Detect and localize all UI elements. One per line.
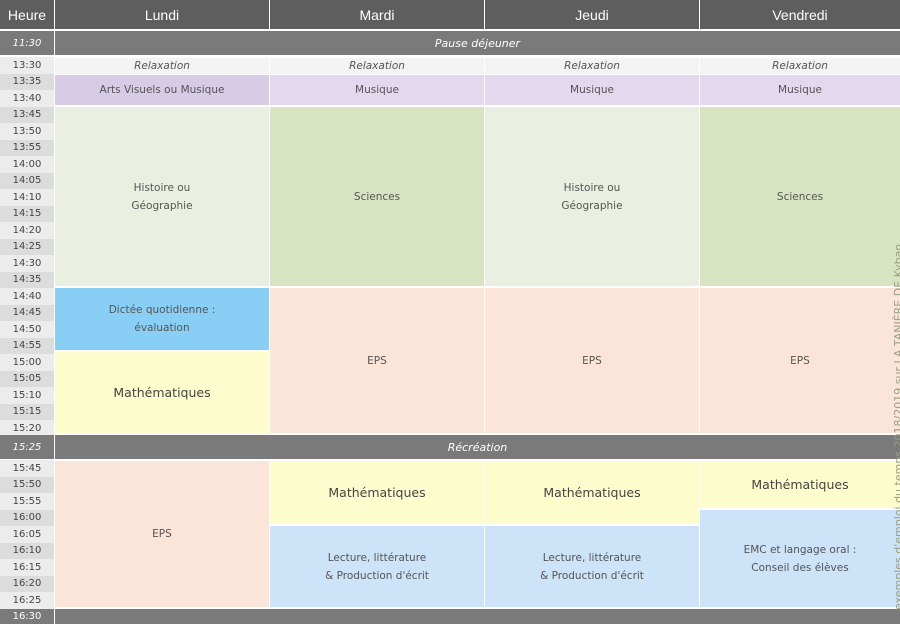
mardi-sciences: Sciences bbox=[270, 107, 484, 286]
time-slot: 15:50 bbox=[0, 476, 54, 493]
time-slot: 14:00 bbox=[0, 156, 54, 173]
time-slot: 15:10 bbox=[0, 387, 54, 404]
time-slot: 16:00 bbox=[0, 509, 54, 526]
time-slot: 14:50 bbox=[0, 321, 54, 338]
mardi-eps: EPS bbox=[270, 288, 484, 433]
header-jeudi: Jeudi bbox=[485, 0, 699, 29]
mardi-lecture: Lecture, littérature & Production d'écri… bbox=[270, 526, 484, 607]
lundi-eps: EPS bbox=[55, 461, 269, 607]
time-slot: 14:20 bbox=[0, 222, 54, 239]
watermark: exemples d'emploi du temps 2018/2019 sur… bbox=[892, 243, 900, 610]
time-slot: 16:25 bbox=[0, 592, 54, 609]
time-slot: 13:30 bbox=[0, 57, 54, 74]
vendredi-mathematiques: Mathématiques bbox=[700, 461, 900, 508]
time-slot: 14:10 bbox=[0, 189, 54, 206]
time-slot: 13:50 bbox=[0, 123, 54, 140]
time-end: 16:30 bbox=[0, 609, 54, 624]
time-slot: 14:15 bbox=[0, 205, 54, 222]
vendredi-sciences: Sciences bbox=[700, 107, 900, 286]
time-slot: 14:05 bbox=[0, 172, 54, 189]
time-slot: 14:35 bbox=[0, 271, 54, 288]
time-slot: 15:20 bbox=[0, 420, 54, 437]
time-slot: 14:25 bbox=[0, 238, 54, 255]
header-vendredi: Vendredi bbox=[700, 0, 900, 29]
lunch-band: Pause déjeuner bbox=[55, 31, 900, 55]
header-mardi: Mardi bbox=[270, 0, 484, 29]
jeudi-musique: Musique bbox=[485, 75, 699, 105]
vendredi-eps: EPS bbox=[700, 288, 900, 433]
time-slot: 16:05 bbox=[0, 526, 54, 543]
recess-band: Récréation bbox=[55, 435, 900, 459]
time-slot: 15:45 bbox=[0, 460, 54, 477]
mardi-relaxation: Relaxation bbox=[270, 58, 484, 74]
time-slot: 16:20 bbox=[0, 575, 54, 592]
time-slot: 14:45 bbox=[0, 304, 54, 321]
time-slot: 14:30 bbox=[0, 255, 54, 272]
time-slot: 14:40 bbox=[0, 288, 54, 305]
time-recess: 15:25 bbox=[0, 435, 54, 459]
jeudi-eps: EPS bbox=[485, 288, 699, 433]
jeudi-histoire-geographie: Histoire ou Géographie bbox=[485, 107, 699, 286]
vendredi-emc: EMC et langage oral : Conseil des élèves bbox=[700, 510, 900, 607]
time-slot: 14:55 bbox=[0, 337, 54, 354]
jeudi-relaxation: Relaxation bbox=[485, 58, 699, 74]
vendredi-musique: Musique bbox=[700, 75, 900, 105]
lundi-histoire-geographie: Histoire ou Géographie bbox=[55, 107, 269, 286]
time-slot: 16:10 bbox=[0, 542, 54, 559]
end-band bbox=[55, 609, 900, 624]
time-slot: 13:45 bbox=[0, 106, 54, 123]
time-slot: 15:00 bbox=[0, 354, 54, 371]
time-slot: 16:15 bbox=[0, 559, 54, 576]
time-slot: 13:40 bbox=[0, 90, 54, 107]
time-slot: 13:55 bbox=[0, 139, 54, 156]
jeudi-mathematiques: Mathématiques bbox=[485, 461, 699, 524]
lundi-mathematiques: Mathématiques bbox=[55, 352, 269, 433]
vendredi-relaxation: Relaxation bbox=[700, 58, 900, 74]
header-time: Heure bbox=[0, 0, 54, 29]
time-lunch: 11:30 bbox=[0, 31, 54, 55]
time-slot: 15:15 bbox=[0, 403, 54, 420]
jeudi-lecture: Lecture, littérature & Production d'écri… bbox=[485, 526, 699, 607]
lundi-dictee: Dictée quotidienne : évaluation bbox=[55, 288, 269, 350]
mardi-mathematiques: Mathématiques bbox=[270, 461, 484, 524]
time-slot: 15:05 bbox=[0, 370, 54, 387]
header-lundi: Lundi bbox=[55, 0, 269, 29]
time-slot: 13:35 bbox=[0, 73, 54, 90]
mardi-musique: Musique bbox=[270, 75, 484, 105]
lundi-arts-visuels: Arts Visuels ou Musique bbox=[55, 75, 269, 105]
time-slot: 15:55 bbox=[0, 493, 54, 510]
lundi-relaxation: Relaxation bbox=[55, 58, 269, 74]
